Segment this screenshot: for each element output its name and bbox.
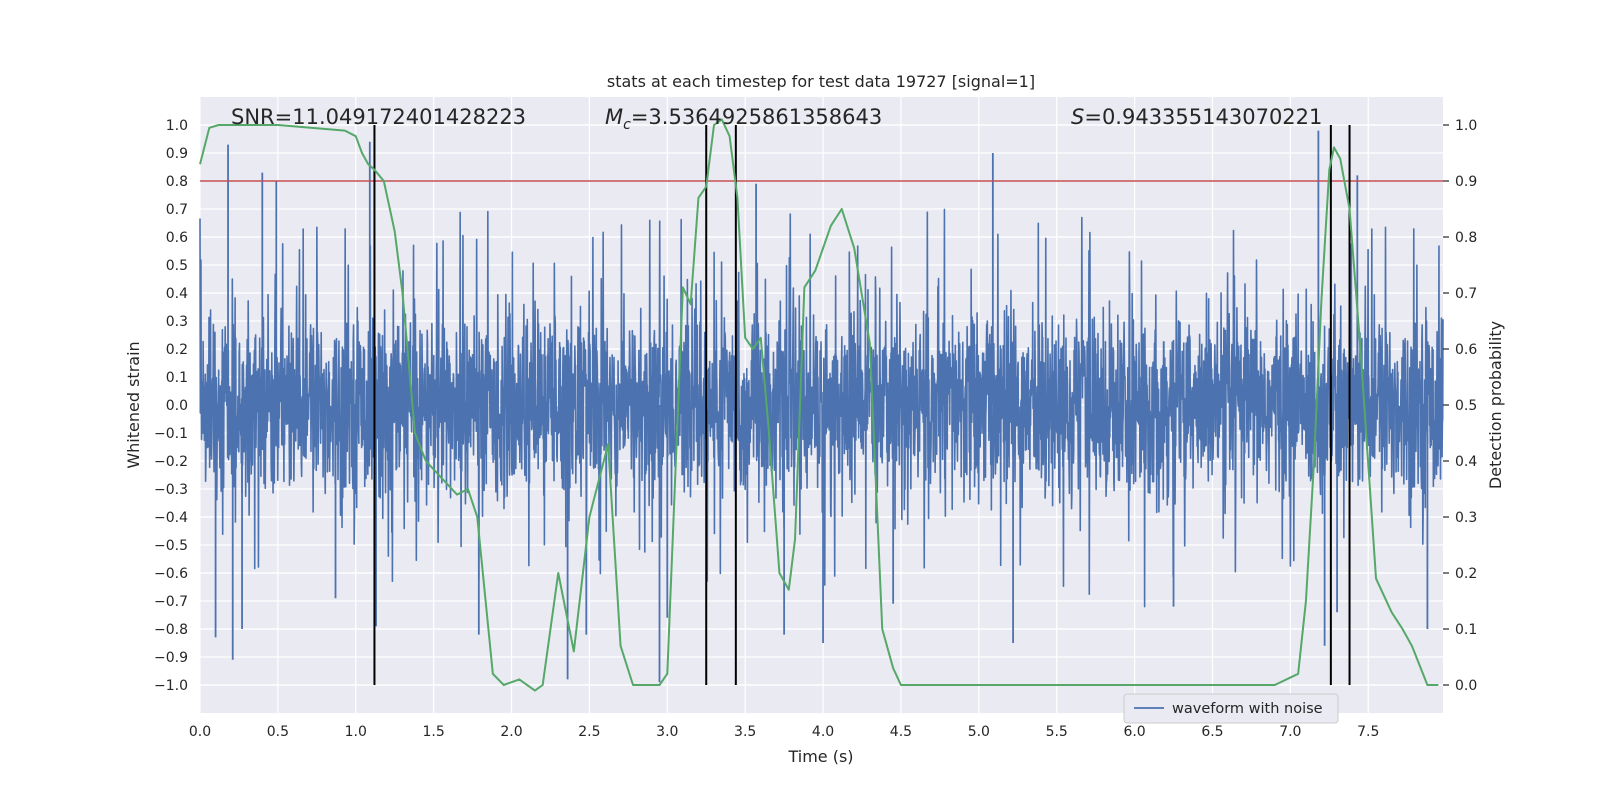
- legend: waveform with noise: [1123, 693, 1339, 724]
- legend-label: waveform with noise: [1172, 701, 1323, 717]
- y-axis-title: Whitened strain: [124, 341, 143, 468]
- x-tick-label: 1.5: [423, 724, 445, 740]
- x-axis-title: Time (s): [787, 747, 853, 766]
- detection-probability-series: [199, 118, 1439, 692]
- y-tick-label: −0.8: [154, 622, 188, 638]
- y2-tick-label: 0.0: [1455, 678, 1477, 694]
- y-tick-label: −0.9: [154, 650, 188, 666]
- snr-annotation: SNR=11.049172401428223: [231, 105, 526, 129]
- chirp-mass-annotation: Mc=3.5364925861358643: [605, 105, 882, 133]
- x-axis-ticks: 0.0 0.5 1.0 1.5 2.0 2.5 3.0 3.5 4.0 4.5 5.0 5.5 6.0 6…: [189, 724, 1379, 740]
- y-tick-label: 0.3: [166, 314, 188, 330]
- y2-tick-label: 1.0: [1455, 118, 1477, 134]
- x-tick-label: 4.5: [890, 724, 912, 740]
- y2-tick-label: 0.7: [1455, 286, 1477, 302]
- x-tick-label: 5.5: [1046, 724, 1068, 740]
- y2-tick-label: 0.9: [1455, 174, 1477, 190]
- waveform-line: [199, 208, 1444, 608]
- y-tick-label: 0.4: [166, 286, 188, 302]
- x-tick-label: 5.0: [968, 724, 990, 740]
- y-tick-label: −0.1: [154, 426, 188, 442]
- y-axis-ticks: 1.0 0.9 0.8 0.7 0.6 0.5 0.4 0.3 0.2 0.1 0.0 −0.1 −0.…: [154, 118, 188, 694]
- s-symbol: S: [1071, 105, 1084, 129]
- y2-tick-label: 0.4: [1455, 454, 1477, 470]
- x-tick-label: 2.5: [578, 724, 600, 740]
- y-tick-label: 0.6: [166, 230, 188, 246]
- y-tick-label: 0.0: [166, 398, 188, 414]
- y-tick-label: 0.8: [166, 174, 188, 190]
- y-tick-label: −0.6: [154, 566, 188, 582]
- x-tick-label: 0.0: [189, 724, 211, 740]
- x-tick-label: 3.5: [734, 724, 756, 740]
- y2-tick-label: 0.5: [1455, 398, 1477, 414]
- x-tick-label: 2.0: [500, 724, 522, 740]
- x-tick-label: 7.5: [1357, 724, 1379, 740]
- chirp-mass-subscript: c: [623, 117, 631, 133]
- y-tick-label: 0.9: [166, 146, 188, 162]
- y-tick-label: −0.3: [154, 482, 188, 498]
- s-annotation: S=0.943355143070221: [1071, 105, 1322, 129]
- y2-axis-title: Detection probability: [1486, 321, 1505, 489]
- y-tick-label: −0.7: [154, 594, 188, 610]
- y2-tick-label: 0.2: [1455, 566, 1477, 582]
- legend-box: [1123, 693, 1339, 724]
- x-tick-label: 4.0: [812, 724, 834, 740]
- y-tick-label: −0.4: [154, 510, 188, 526]
- waveform-with-noise-series: [199, 130, 1444, 683]
- y2-axis-ticks: 1.0 0.9 0.8 0.7 0.6 0.5 0.4 0.3 0.2 0.1 0.0: [1443, 118, 1477, 694]
- x-tick-label: 3.0: [656, 724, 678, 740]
- y-tick-label: 0.1: [166, 370, 188, 386]
- s-value: =0.943355143070221: [1084, 105, 1322, 129]
- y2-tick-label: 0.3: [1455, 510, 1477, 526]
- x-tick-label: 6.5: [1201, 724, 1223, 740]
- y2-tick-label: 0.8: [1455, 230, 1477, 246]
- y-tick-label: −0.2: [154, 454, 188, 470]
- y-tick-label: 1.0: [166, 118, 188, 134]
- y-tick-label: −0.5: [154, 538, 188, 554]
- y-tick-label: −1.0: [154, 678, 188, 694]
- chirp-mass-symbol: M: [605, 105, 623, 129]
- y-tick-label: 0.7: [166, 202, 188, 218]
- chart-title: stats at each timestep for test data 197…: [607, 72, 1035, 91]
- y-tick-label: 0.2: [166, 342, 188, 358]
- chirp-mass-value: =3.5364925861358643: [631, 105, 882, 129]
- y2-tick-label: 0.6: [1455, 342, 1477, 358]
- x-tick-label: 7.0: [1279, 724, 1301, 740]
- y-tick-label: 0.5: [166, 258, 188, 274]
- x-tick-label: 0.5: [267, 724, 289, 740]
- detection-probability-line: [199, 118, 1439, 692]
- x-tick-label: 6.0: [1123, 724, 1145, 740]
- x-tick-label: 1.0: [345, 724, 367, 740]
- y2-tick-label: 0.1: [1455, 622, 1477, 638]
